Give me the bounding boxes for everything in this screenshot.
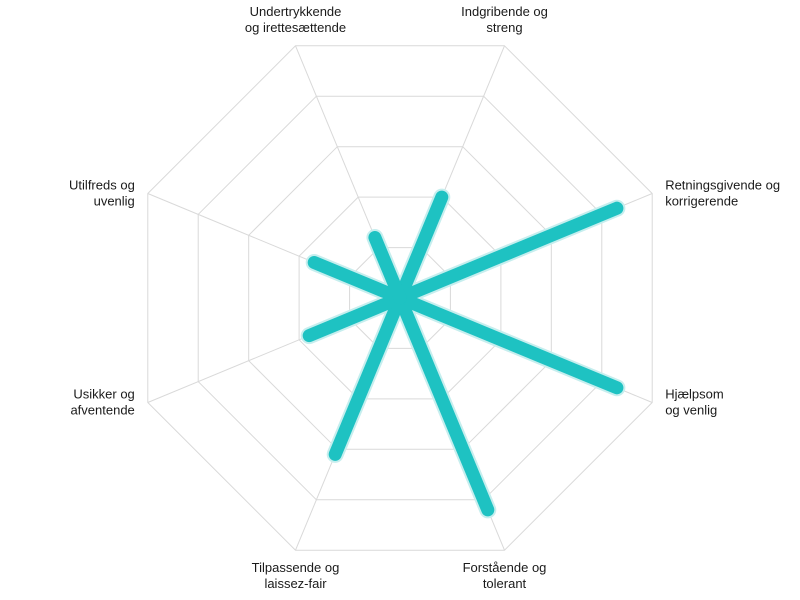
axis-label-line: Undertrykkende bbox=[250, 4, 342, 19]
axis-label-line: Hjælpsom bbox=[665, 387, 724, 402]
radar-series bbox=[300, 188, 626, 519]
axis-label-line: Tilpassende og bbox=[252, 560, 340, 575]
value-bar-5 bbox=[328, 291, 407, 461]
axis-label-5: Tilpassende og laissez-fair bbox=[252, 560, 340, 591]
value-bar-6 bbox=[302, 291, 407, 343]
value-bar-8 bbox=[368, 231, 407, 305]
value-bar-7 bbox=[307, 256, 407, 305]
axis-label-7: Utilfreds og uvenlig bbox=[69, 178, 135, 209]
axis-label-line: Retningsgivende og bbox=[665, 178, 780, 193]
value-bar-1 bbox=[393, 190, 449, 305]
axis-label-6: Usikker og afventende bbox=[70, 387, 134, 418]
axis-label-line: og venlig bbox=[665, 403, 717, 418]
axis-label-line: tolerant bbox=[483, 576, 527, 591]
axis-label-line: afventende bbox=[70, 403, 134, 418]
axis-label-line: Usikker og bbox=[73, 387, 134, 402]
axis-label-3: Hjælpsom og venlig bbox=[665, 387, 724, 418]
axis-label-line: Indgribende og bbox=[461, 4, 548, 19]
value-bar-3 bbox=[393, 291, 624, 395]
axis-labels: Indgribende og streng Retningsgivende og ko… bbox=[69, 4, 780, 591]
axis-label-2: Retningsgivende og korrigerende bbox=[665, 178, 780, 209]
axis-label-line: Forstående og bbox=[463, 560, 547, 575]
axis-label-1: Indgribende og streng bbox=[461, 4, 548, 35]
axis-label-line: laissez-fair bbox=[264, 576, 327, 591]
value-bar-2 bbox=[393, 201, 624, 305]
axis-label-4: Forstående og tolerant bbox=[463, 560, 547, 591]
axis-label-line: korrigerende bbox=[665, 194, 738, 209]
axis-label-8: Undertrykkende og irettesættende bbox=[245, 4, 346, 35]
axis-label-line: og irettesættende bbox=[245, 20, 346, 35]
axis-label-line: streng bbox=[486, 20, 522, 35]
axis-label-line: Utilfreds og bbox=[69, 178, 135, 193]
value-bar-4 bbox=[393, 291, 495, 517]
axis-label-line: uvenlig bbox=[94, 194, 135, 209]
